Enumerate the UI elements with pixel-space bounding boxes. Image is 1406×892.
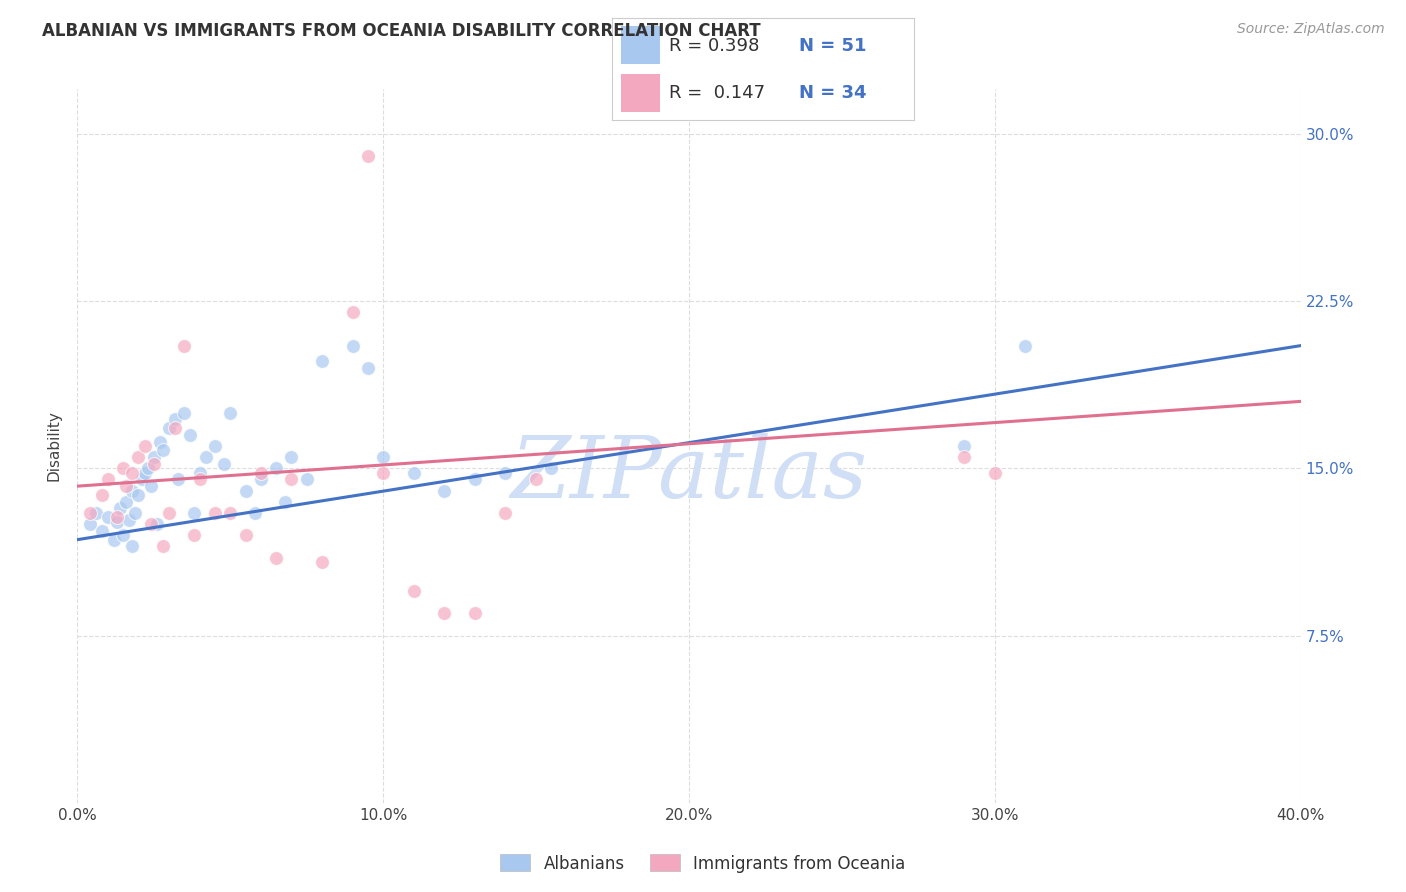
Text: R = 0.398: R = 0.398 [669,37,759,54]
Point [152,443,174,458]
Point [146,517,169,532]
Point [194,450,217,465]
Point [1014,338,1036,352]
Point [235,483,257,498]
Point [524,473,547,487]
Point [357,149,380,163]
Point [90,524,112,538]
Point [243,506,266,520]
Point [115,479,138,493]
Point [79,506,101,520]
Point [235,528,257,542]
Point [121,466,143,480]
Point [402,466,425,480]
Point [179,427,201,442]
Point [112,528,135,542]
Point [105,510,128,524]
Point [264,550,287,565]
Point [204,506,226,520]
Point [139,517,162,532]
Point [183,506,205,520]
Point [264,461,287,475]
Point [90,488,112,502]
Point [97,473,120,487]
Text: N = 51: N = 51 [799,37,866,54]
Point [250,466,273,480]
Point [219,405,242,420]
Point [121,483,143,498]
Point [173,405,195,420]
Point [204,439,226,453]
Point [953,439,976,453]
Point [139,479,162,493]
Point [124,506,146,520]
Point [105,515,128,529]
Point [295,473,318,487]
Point [149,434,172,449]
Point [280,450,302,465]
Text: ZIPatlas: ZIPatlas [510,434,868,516]
Point [136,461,159,475]
Point [250,473,273,487]
Point [115,494,138,508]
Point [128,450,150,465]
Text: ALBANIAN VS IMMIGRANTS FROM OCEANIA DISABILITY CORRELATION CHART: ALBANIAN VS IMMIGRANTS FROM OCEANIA DISA… [42,22,761,40]
Point [433,483,456,498]
Y-axis label: Disability: Disability [46,410,62,482]
Point [274,494,297,508]
Point [342,305,364,319]
Point [540,461,562,475]
Point [173,338,195,352]
Point [152,539,174,553]
Point [402,583,425,598]
Point [495,506,517,520]
Point [108,501,131,516]
Point [495,466,517,480]
Point [142,450,165,465]
Legend: Albanians, Immigrants from Oceania: Albanians, Immigrants from Oceania [494,847,912,880]
Point [121,539,143,553]
Point [165,412,187,426]
Point [464,473,486,487]
Point [134,439,156,453]
Point [311,555,333,569]
Point [134,466,156,480]
Text: N = 34: N = 34 [799,84,866,102]
Point [188,466,211,480]
Point [371,450,394,465]
Point [953,450,976,465]
Point [433,607,456,621]
Bar [620,26,659,64]
Point [128,488,150,502]
Point [84,506,107,520]
Point [212,457,235,471]
Point [183,528,205,542]
Point [157,506,180,520]
Point [371,466,394,480]
Point [219,506,242,520]
Point [112,461,135,475]
Point [165,421,187,435]
Point [188,473,211,487]
Point [131,473,153,487]
Text: R =  0.147: R = 0.147 [669,84,765,102]
Point [142,457,165,471]
Point [118,512,141,526]
Point [79,517,101,532]
Point [97,510,120,524]
Point [103,533,125,547]
Point [280,473,302,487]
Point [357,360,380,375]
Bar [620,74,659,112]
Point [464,607,486,621]
Text: Source: ZipAtlas.com: Source: ZipAtlas.com [1237,22,1385,37]
Point [342,338,364,352]
Point [167,473,190,487]
Point [157,421,180,435]
Point [984,466,1007,480]
Point [311,354,333,368]
